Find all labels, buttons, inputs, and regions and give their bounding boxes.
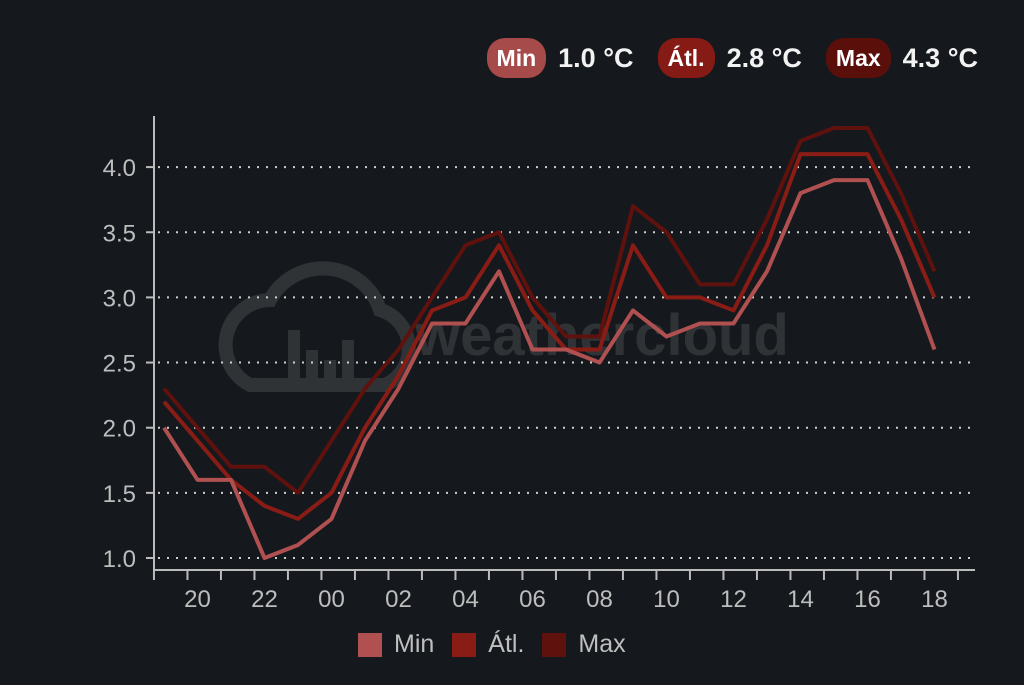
legend-swatch [358, 632, 382, 657]
x-tick-label: 04 [452, 586, 479, 613]
y-tick-label: 1.5 [103, 481, 136, 508]
x-tick-label: 12 [720, 586, 747, 613]
max-badge: Max [825, 38, 891, 78]
x-tick-label: 08 [586, 586, 613, 613]
summary-bar: Min 1.0 °C Átl. 2.8 °C Max 4.3 °C [486, 38, 978, 78]
y-tick-label: 1.0 [103, 546, 136, 573]
series-line-Max [162, 126, 937, 495]
legend-item-min[interactable]: Min [358, 630, 434, 659]
avg-value: 2.8 °C [726, 42, 802, 73]
min-badge: Min [486, 38, 547, 78]
y-tick-label: 2.0 [103, 416, 136, 443]
min-value: 1.0 °C [558, 42, 634, 73]
y-tick-label: 4.0 [103, 155, 136, 182]
legend-swatch [452, 632, 477, 657]
x-tick-label: 16 [854, 586, 881, 613]
y-tick-label: 2.5 [103, 351, 136, 378]
legend: Min Átl. Max [358, 630, 626, 659]
series-line-Átl. [162, 152, 937, 521]
legend-label: Átl. [488, 630, 525, 658]
legend-item-avg[interactable]: Átl. [452, 630, 524, 659]
max-value: 4.3 °C [902, 42, 978, 73]
y-tick-label: 3.0 [103, 285, 136, 312]
x-tick-label: 18 [921, 586, 948, 613]
legend-label: Min [394, 630, 435, 658]
legend-swatch [542, 632, 567, 657]
x-tick-label: 02 [385, 586, 412, 613]
x-tick-label: 10 [653, 586, 680, 613]
legend-item-max[interactable]: Max [542, 630, 626, 659]
legend-label: Max [578, 630, 626, 658]
x-tick-label: 22 [251, 586, 278, 613]
series-line-Min [162, 178, 937, 560]
avg-badge: Átl. [657, 38, 715, 78]
x-tick-label: 06 [519, 586, 546, 613]
y-tick-label: 3.5 [103, 220, 136, 247]
x-tick-label: 00 [318, 586, 345, 613]
x-tick-label: 14 [787, 586, 814, 613]
x-tick-label: 20 [184, 586, 211, 613]
